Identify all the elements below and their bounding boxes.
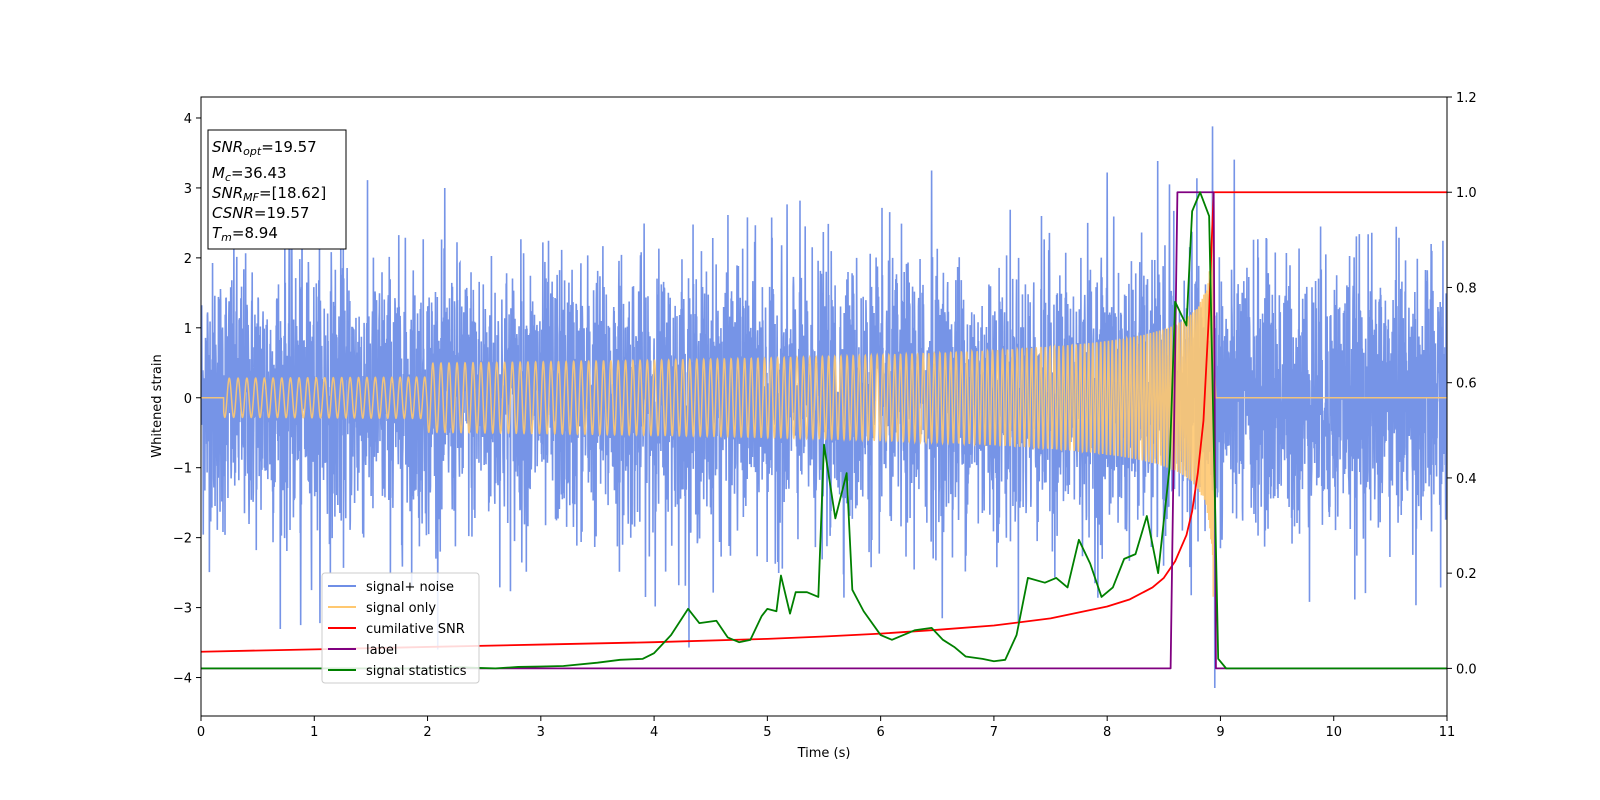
legend-label-signal-noise: signal+ noise (366, 580, 454, 595)
x-tick-label: 7 (990, 725, 998, 740)
info-line-tm: Tm=8.94 (212, 224, 278, 244)
series-layer (201, 126, 1447, 689)
legend-entry-cumulative-snr: cumilative SNR (328, 622, 465, 637)
x-tick-label: 4 (650, 725, 658, 740)
series-cumulative-snr (201, 191, 1447, 653)
info-box: SNRopt=19.57 Mc=36.43 SNRMF=[18.62] CSNR… (207, 129, 347, 250)
info-box-frame (207, 129, 347, 250)
x-tick-label: 2 (423, 725, 431, 740)
legend-entry-label: label (328, 643, 397, 658)
legend-label-label: label (366, 643, 397, 658)
y-tick-label: 2 (184, 252, 192, 267)
y-tick-label: −2 (173, 532, 192, 547)
x-tick-label: 3 (537, 725, 545, 740)
x-tick-label: 9 (1216, 725, 1224, 740)
plot-frame (200, 96, 1448, 717)
x-axis: 0 1 2 3 4 5 6 7 8 9 10 11 (197, 716, 1455, 740)
x-tick-label: 11 (1439, 725, 1456, 740)
x-tick-label: 6 (876, 725, 884, 740)
y2-tick-label: 0.6 (1456, 377, 1477, 392)
x-tick-label: 8 (1103, 725, 1111, 740)
x-tick-label: 0 (197, 725, 205, 740)
y-axis-right: 0.0 0.2 0.4 0.6 0.8 1.0 1.2 (1447, 91, 1477, 677)
info-line-csnr: CSNR=19.57 (212, 204, 309, 222)
legend-entry-signal-noise: signal+ noise (328, 580, 454, 595)
y-tick-label: 1 (184, 322, 192, 337)
series-signal-only (201, 206, 1447, 597)
y2-tick-label: 0.2 (1456, 567, 1477, 582)
y-tick-label: 0 (184, 392, 192, 407)
legend-entry-signal-statistics: signal statistics (328, 664, 467, 679)
legend-label-cumulative-snr: cumilative SNR (366, 622, 465, 637)
y-tick-label: −4 (173, 672, 192, 687)
y2-tick-label: 1.2 (1456, 91, 1477, 106)
y-tick-label: −1 (173, 462, 192, 477)
x-tick-label: 10 (1325, 725, 1342, 740)
y-tick-label: 4 (184, 112, 192, 127)
x-tick-label: 1 (310, 725, 318, 740)
legend: signal+ noise signal only cumilative SNR… (321, 572, 480, 684)
info-line-mc: Mc=36.43 (212, 164, 287, 184)
info-line-snr-opt: SNRopt=19.57 (212, 138, 317, 158)
series-signal-statistics (201, 191, 1447, 670)
y2-tick-label: 0.8 (1456, 281, 1477, 296)
info-line-snr-mf: SNRMF=[18.62] (212, 184, 326, 204)
legend-label-signal-only: signal only (366, 601, 436, 616)
x-tick-label: 5 (763, 725, 771, 740)
y-axis-left: −4 −3 −2 −1 0 1 2 3 4 (173, 112, 201, 687)
y-axis-label: Whitened strain (150, 354, 165, 457)
legend-label-signal-statistics: signal statistics (366, 664, 467, 679)
y2-tick-label: 1.0 (1456, 186, 1477, 201)
legend-entry-signal-only: signal only (328, 601, 436, 616)
x-axis-label: Time (s) (797, 746, 851, 761)
legend-frame (321, 572, 480, 684)
y2-tick-label: 0.0 (1456, 662, 1477, 677)
y2-tick-label: 0.4 (1456, 472, 1477, 487)
y-tick-label: 3 (184, 182, 192, 197)
y-tick-label: −3 (173, 602, 192, 617)
